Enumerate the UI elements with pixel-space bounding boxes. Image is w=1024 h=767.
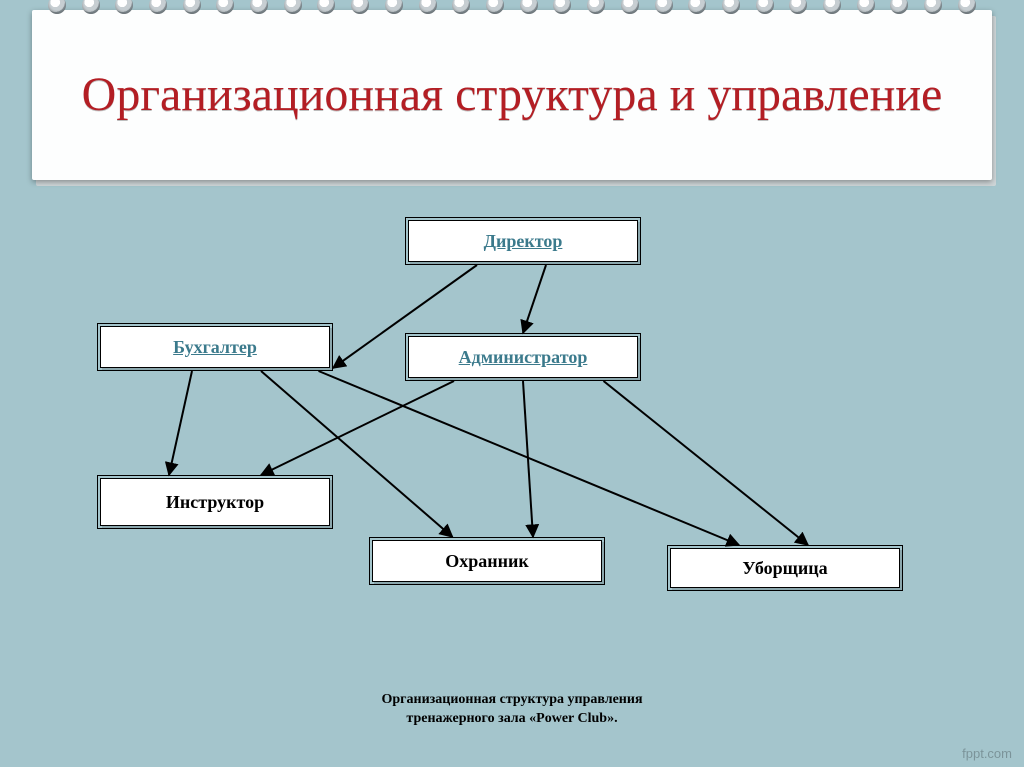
binding-ring — [419, 0, 437, 14]
binding-ring — [385, 0, 403, 14]
watermark: fppt.com — [962, 746, 1012, 761]
edge-accountant-instructor — [169, 371, 192, 475]
binding-ring — [655, 0, 673, 14]
binding-ring — [924, 0, 942, 14]
org-chart: Директор Бухгалтер Администратор Инструктор… — [0, 190, 1024, 690]
binding-ring — [351, 0, 369, 14]
edge-director-admin — [523, 265, 546, 333]
title-card: Организационная структура и управление — [32, 10, 992, 180]
slide-title: Организационная структура и управление — [82, 67, 943, 122]
binding-ring — [486, 0, 504, 14]
node-admin: Администратор — [408, 336, 638, 378]
binding-ring — [958, 0, 976, 14]
caption-line-1: Организационная структура управления — [0, 691, 1024, 710]
binding-ring — [115, 0, 133, 14]
binding-ring — [756, 0, 774, 14]
binding-ring — [216, 0, 234, 14]
caption-line-2: тренажерного зала «Power Club». — [0, 710, 1024, 729]
edges-layer — [0, 190, 1024, 690]
binding-ring — [789, 0, 807, 14]
binding-ring — [183, 0, 201, 14]
binding-ring — [149, 0, 167, 14]
binding-ring — [621, 0, 639, 14]
binding-ring — [317, 0, 335, 14]
binding-ring — [452, 0, 470, 14]
binding-ring — [890, 0, 908, 14]
binding-ring — [857, 0, 875, 14]
spiral-binding — [40, 0, 984, 18]
node-cleaner: Уборщица — [670, 548, 900, 588]
node-accountant: Бухгалтер — [100, 326, 330, 368]
binding-ring — [688, 0, 706, 14]
binding-ring — [823, 0, 841, 14]
binding-ring — [722, 0, 740, 14]
node-guard: Охранник — [372, 540, 602, 582]
binding-ring — [250, 0, 268, 14]
binding-ring — [587, 0, 605, 14]
binding-ring — [520, 0, 538, 14]
binding-ring — [82, 0, 100, 14]
edge-admin-cleaner — [604, 381, 809, 545]
binding-ring — [284, 0, 302, 14]
node-director: Директор — [408, 220, 638, 262]
node-instructor: Инструктор — [100, 478, 330, 526]
caption: Организационная структура управления тре… — [0, 691, 1024, 729]
binding-ring — [553, 0, 571, 14]
binding-ring — [48, 0, 66, 14]
